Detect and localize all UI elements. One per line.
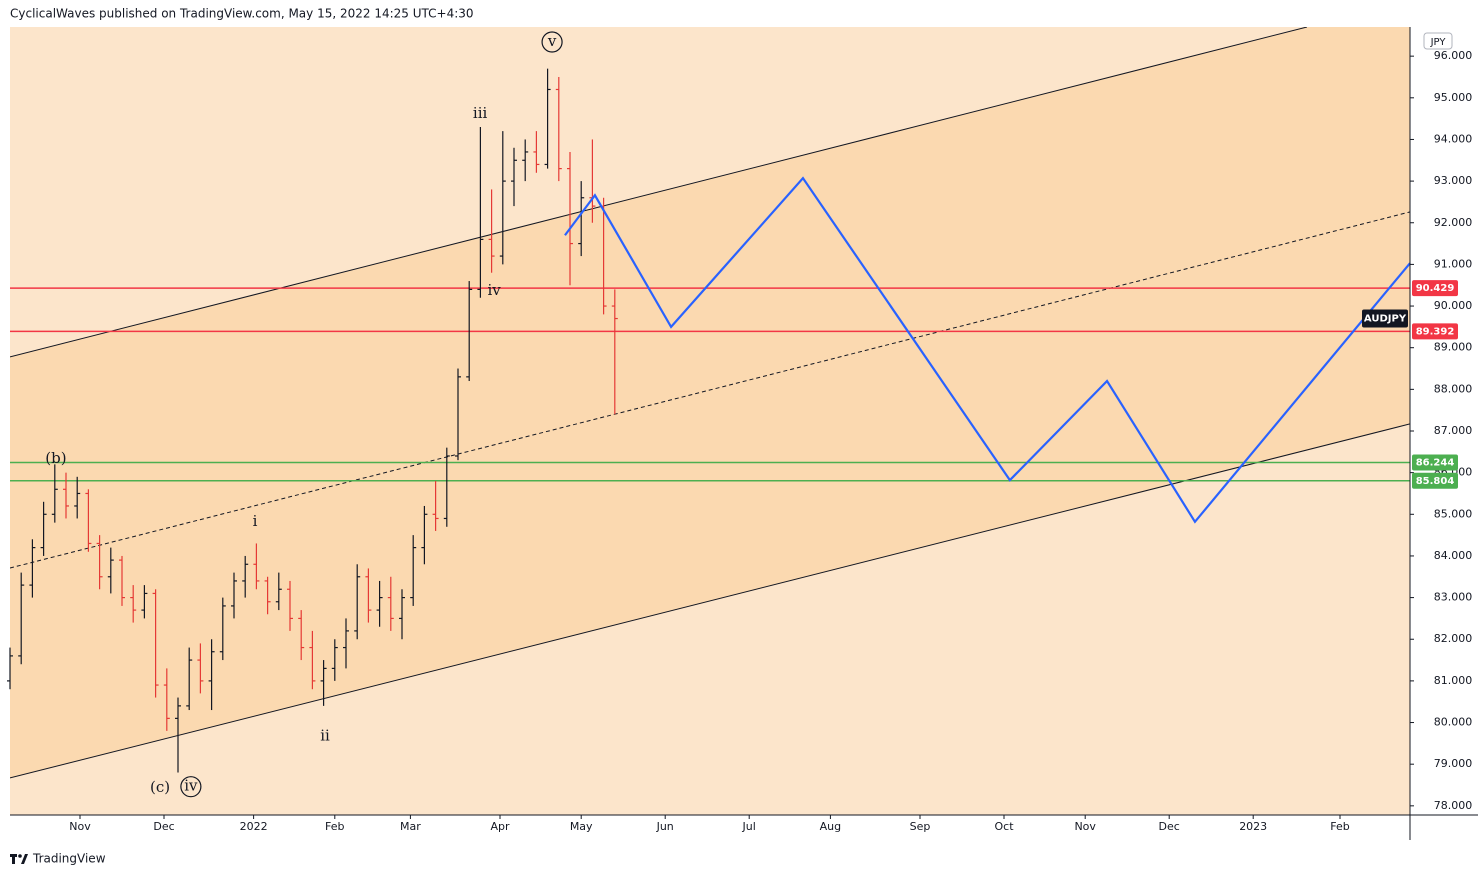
x-tick-label: Dec bbox=[1159, 820, 1180, 833]
x-tick-label: Nov bbox=[69, 820, 91, 833]
x-tick-label: Feb bbox=[325, 820, 344, 833]
y-tick-label: 82.000 bbox=[1434, 632, 1473, 645]
symbol-label: AUDJPY bbox=[1364, 314, 1407, 325]
y-tick-label: 95.000 bbox=[1434, 91, 1473, 104]
y-tick-label: 78.000 bbox=[1434, 799, 1473, 812]
y-tick-label: 92.000 bbox=[1434, 216, 1473, 229]
currency: JPY bbox=[1430, 37, 1447, 48]
y-tick-label: 91.000 bbox=[1434, 257, 1473, 270]
wave-label: ii bbox=[320, 727, 330, 745]
wave-label: iv bbox=[184, 777, 198, 795]
y-tick-label: 93.000 bbox=[1434, 174, 1473, 187]
price-badge-label: 89.392 bbox=[1416, 326, 1455, 337]
header: CyclicalWaves published on TradingView.c… bbox=[10, 7, 474, 21]
wave-label: i bbox=[253, 512, 258, 530]
x-tick-label: 2022 bbox=[240, 820, 268, 833]
projection-path bbox=[564, 176, 1411, 524]
x-tick-label: Oct bbox=[994, 820, 1014, 833]
y-tick-label: 90.000 bbox=[1434, 299, 1473, 312]
x-tick-label: Mar bbox=[400, 820, 421, 833]
logo bbox=[10, 854, 28, 864]
price-badge bbox=[1412, 280, 1458, 297]
y-tick-label: 85.000 bbox=[1434, 507, 1473, 520]
price-badge-label: 90.429 bbox=[1416, 283, 1455, 294]
x-tick-label: 2023 bbox=[1239, 820, 1267, 833]
symbol-badge bbox=[1362, 309, 1408, 328]
wave-label: (b) bbox=[45, 449, 66, 467]
x-tick-label: Nov bbox=[1074, 820, 1096, 833]
trendline bbox=[10, 211, 1410, 569]
price-badge-label: 86.244 bbox=[1416, 457, 1455, 468]
price-badge bbox=[1412, 472, 1458, 489]
x-tick-label: Aug bbox=[820, 820, 841, 833]
wave-label: iv bbox=[487, 281, 501, 299]
annotation-circle bbox=[541, 31, 563, 53]
trendline bbox=[10, 423, 1410, 779]
x-tick-label: Dec bbox=[153, 820, 174, 833]
y-tick-label: 83.000 bbox=[1434, 591, 1473, 604]
y-tick-label: 84.000 bbox=[1434, 549, 1473, 562]
y-tick-label: 81.000 bbox=[1434, 674, 1473, 687]
x-tick-label: Jul bbox=[742, 820, 756, 833]
wave-label: iii bbox=[473, 104, 488, 122]
trendline bbox=[10, 27, 1308, 358]
y-tick-label: 80.000 bbox=[1434, 716, 1473, 729]
currency-box bbox=[1423, 32, 1453, 50]
price-badge-label: 85.804 bbox=[1416, 476, 1455, 487]
annotation-circle bbox=[180, 776, 202, 798]
x-tick-label: May bbox=[570, 820, 593, 833]
channel-fill bbox=[10, 27, 1410, 778]
x-tick-label: Jun bbox=[656, 820, 674, 833]
price-badge bbox=[1412, 323, 1458, 340]
y-tick-label: 87.000 bbox=[1434, 424, 1473, 437]
x-tick-label: Feb bbox=[1330, 820, 1349, 833]
y-tick-label: 94.000 bbox=[1434, 132, 1473, 145]
y-tick-label: 88.000 bbox=[1434, 382, 1473, 395]
x-tick-label: Apr bbox=[490, 820, 510, 833]
footer: TradingView bbox=[32, 852, 106, 866]
wave-label: (c) bbox=[150, 778, 170, 796]
wave-label: v bbox=[547, 32, 557, 50]
y-tick-label: 79.000 bbox=[1434, 757, 1473, 770]
y-tick-label: 96.000 bbox=[1434, 49, 1473, 62]
x-tick-label: Sep bbox=[910, 820, 931, 833]
y-tick-label: 89.000 bbox=[1434, 341, 1473, 354]
price-badge bbox=[1412, 454, 1458, 471]
